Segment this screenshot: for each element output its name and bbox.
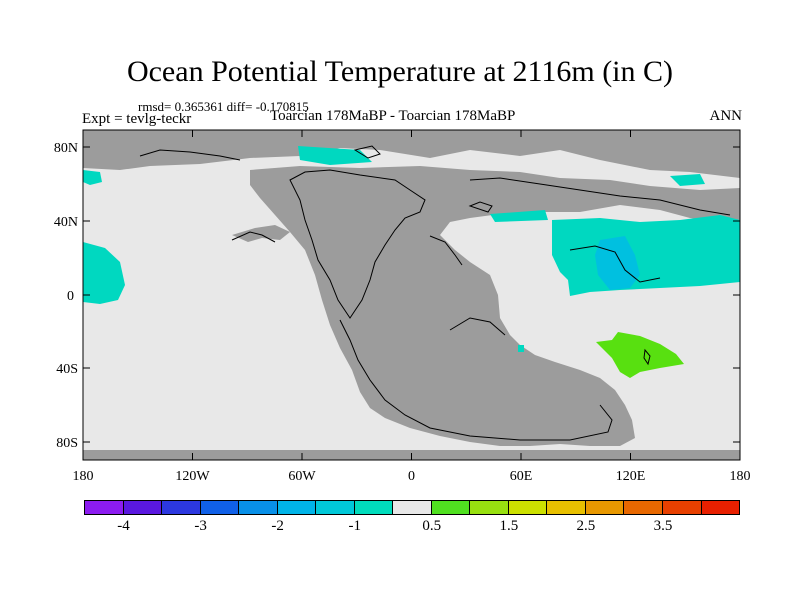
land-pangaea: [250, 166, 740, 446]
plot-title: Ocean Potential Temperature at 2116m (in…: [126, 55, 674, 88]
colorbar-box: [507, 500, 548, 515]
colorbar-box: [623, 500, 663, 515]
anomaly-arctic-cyan: [298, 146, 372, 165]
x-tick-label: 180: [73, 469, 94, 484]
season-label: ANN: [709, 108, 743, 124]
colorbar-label: -3: [194, 518, 207, 534]
colorbar-box: [84, 500, 124, 515]
x-tick-label: 60E: [510, 469, 533, 484]
anomaly-green: [596, 332, 684, 378]
colorbar-box: [392, 500, 432, 515]
colorbar-box: [546, 500, 586, 515]
y-tick-label: 80S: [56, 436, 78, 451]
plot-subtitle: Toarcian 178MaBP - Toarcian 178MaBP: [270, 108, 516, 124]
colorbar-box: [276, 500, 317, 515]
y-tick-marks: [83, 146, 740, 443]
colorbar-box: [315, 500, 355, 515]
colorbar-label: 0.5: [422, 518, 442, 534]
colorbar-label: 3.5: [653, 518, 673, 534]
colorbar-box: [199, 500, 240, 515]
anomaly-small-cyan-1: [490, 210, 548, 222]
colorbar: [84, 500, 741, 515]
x-tick-label: 60W: [288, 469, 316, 484]
colorbar-box: [353, 500, 394, 515]
colorbar-box: [122, 500, 163, 515]
y-tick-label: 40N: [54, 215, 78, 230]
colorbar-box: [430, 500, 471, 515]
colorbar-box: [584, 500, 625, 515]
colorbar-box: [161, 500, 201, 515]
colorbar-label: -4: [117, 518, 130, 534]
x-tick-label: 120W: [175, 469, 210, 484]
colorbar-label: -1: [348, 518, 361, 534]
stats-text: rmsd= 0.365361 diff= -0.170815: [138, 99, 309, 114]
x-tick-label: 180: [730, 469, 751, 484]
x-tick-label: 120E: [616, 469, 646, 484]
anomaly-small-cyan-2: [518, 345, 524, 352]
colorbar-box: [469, 500, 509, 515]
land-west-bits: [232, 225, 290, 242]
coastlines: [139, 145, 731, 441]
anomaly-northwest-cyan: [83, 170, 102, 185]
land-arctic: [83, 130, 740, 178]
colorbar-box: [700, 500, 741, 515]
colorbar-label: 2.5: [576, 518, 596, 534]
colorbar-label: -2: [271, 518, 284, 534]
experiment-label: Expt = tevlg-teckr: [82, 111, 192, 127]
y-tick-label: 80N: [54, 141, 78, 156]
anomaly-tethys-cyan: [552, 215, 740, 296]
colorbar-box: [661, 500, 702, 515]
x-tick-marks: [82, 130, 631, 460]
anomaly-northeast-cyan: [670, 174, 705, 186]
x-tick-label: 0: [408, 469, 415, 484]
colorbar-box: [238, 500, 278, 515]
anomaly-east-pacific: [83, 242, 125, 304]
y-tick-label: 0: [67, 289, 74, 304]
y-tick-label: 40S: [56, 362, 78, 377]
colorbar-label: 1.5: [499, 518, 519, 534]
